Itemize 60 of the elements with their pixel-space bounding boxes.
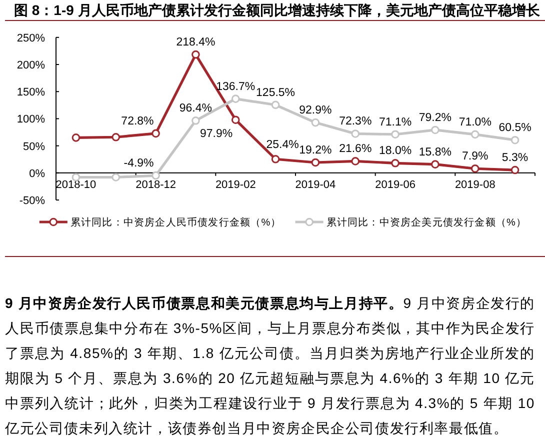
data-label: 97.9% <box>200 128 233 140</box>
point <box>351 157 360 166</box>
point <box>431 126 440 134</box>
y-tick-label: -50% <box>19 195 46 207</box>
point <box>351 130 360 138</box>
point <box>470 164 480 173</box>
y-tick-label: 150% <box>16 86 46 99</box>
point <box>271 154 280 164</box>
y-tick-label: 200% <box>16 60 46 72</box>
text: 9 月中资房企发行人民币债票息和美元债票息均与上月持平。9 月中资房企发行的人民币债票息集中分布在 3%-5%区间，与上月票息分布类似，其中作为民企发行了票息为 4.85%的 3 年期、1.8 亿元公司债。当月归类为房地产行业企业所发的期限为 5 个月、票息为 3.6%的 20 亿元超短融与票息为 4.6%的 3 年期 10 亿元中票列入统计；此外，归类为工程建设行业于 9 月发行票息为 4.3%的 5 年期 10 亿元公司债未列入统计，该债券创当月中资房企民企公司债发行利率最低值。 <box>5 294 535 438</box>
data-label: 5.3% <box>502 152 528 164</box>
data-label: 218.4% <box>176 36 216 49</box>
y-tick-label: 50% <box>22 140 46 153</box>
legend-label: 累计同比：中资房企人民币债发行金额（%） <box>70 216 282 228</box>
data-label: 79.2% <box>418 112 452 124</box>
y-tick-label: 0% <box>29 168 46 180</box>
point <box>112 132 120 142</box>
y-tick-label: 100% <box>16 114 46 126</box>
point <box>152 129 160 138</box>
data-label: 18.0% <box>378 145 412 158</box>
point <box>271 100 280 110</box>
data-label: 96.4% <box>179 102 212 115</box>
data-label: 21.6% <box>339 143 372 156</box>
point <box>510 166 520 174</box>
point <box>391 158 400 168</box>
point <box>311 158 320 167</box>
point <box>192 116 200 125</box>
data-label: 71.0% <box>458 116 492 128</box>
x-tick-label: 2018-10 <box>56 178 96 191</box>
y-tick-label: 250% <box>16 32 46 44</box>
data-label: 72.3% <box>339 116 372 128</box>
data-label: 71.1% <box>378 116 412 128</box>
data-label: 25.4% <box>266 139 299 152</box>
data-label: 15.8% <box>418 146 452 158</box>
point <box>72 134 80 142</box>
point <box>152 171 160 180</box>
point <box>311 118 320 127</box>
x-tick-label: 2019-08 <box>454 178 496 191</box>
chart-title: 图 8：1-9 月人民币地产债累计发行金额同比增速持续下降，美元地产债高位平稳增长 <box>5 1 545 21</box>
data-label: 92.9% <box>299 104 332 117</box>
x-tick-label: 2019-02 <box>215 178 256 191</box>
x-tick-label: 2019-04 <box>295 178 336 191</box>
point <box>391 130 400 139</box>
data-label: 125.5% <box>256 86 296 99</box>
x-tick-label: 2019-06 <box>375 178 416 191</box>
data-label: 136.7% <box>216 80 256 93</box>
point <box>231 94 240 103</box>
data-label: 60.5% <box>498 122 532 134</box>
data-label: -4.9% <box>124 158 154 170</box>
data-label: 7.9% <box>462 150 488 163</box>
point <box>112 173 120 182</box>
point <box>431 160 440 168</box>
data-label: 19.2% <box>299 144 332 156</box>
legend-label: 累计同比：中资房企美元债发行金额（%） <box>326 216 527 228</box>
point <box>231 116 240 124</box>
data-label: 72.8% <box>121 115 154 128</box>
x-tick-label: 2018-12 <box>136 178 176 191</box>
point <box>510 136 520 144</box>
point <box>192 50 200 59</box>
point <box>470 130 480 139</box>
